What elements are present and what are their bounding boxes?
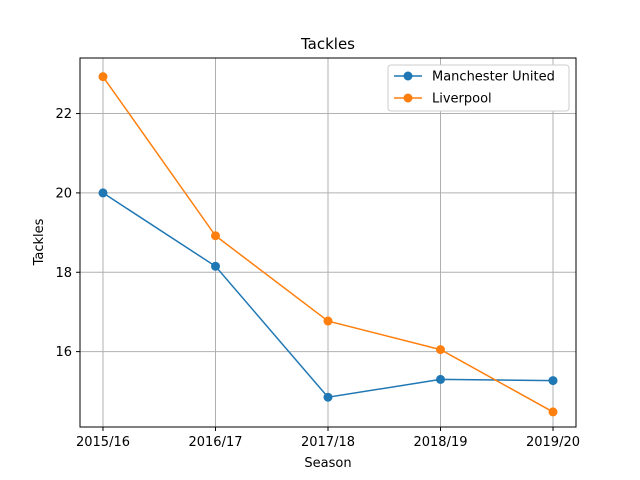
data-point: [98, 72, 108, 82]
x-tick-label: 2018/19: [413, 435, 467, 450]
legend-item: Liverpool: [394, 92, 492, 107]
data-point: [436, 374, 445, 384]
legend-marker: [403, 93, 413, 103]
series-layer: [98, 72, 558, 417]
chart-title: Tackles: [300, 35, 355, 53]
y-axis-ticks: 16 18 20 22: [55, 107, 80, 360]
legend-label: Liverpool: [432, 92, 492, 107]
data-point: [548, 407, 558, 417]
data-point: [323, 392, 333, 402]
x-axis-ticks: 2015/16 2016/17 2017/18 2018/19 2019/20: [76, 427, 580, 450]
x-tick-label: 2017/18: [301, 435, 355, 450]
legend-box: [387, 64, 570, 112]
legend-item: Manchester United: [394, 70, 555, 85]
data-point: [436, 345, 445, 355]
data-point: [211, 231, 220, 241]
x-tick-label: 2019/20: [526, 435, 580, 450]
series-0: [98, 188, 558, 402]
data-point: [548, 376, 558, 386]
y-tick-label: 22: [55, 107, 72, 122]
x-axis-title: Season: [304, 456, 351, 471]
y-axis-title: Tackles: [32, 218, 47, 266]
data-point: [98, 188, 108, 198]
grid-lines: [80, 58, 576, 427]
x-tick-label: 2016/17: [188, 435, 242, 450]
legend-marker: [403, 71, 413, 81]
data-point: [323, 316, 333, 326]
y-tick-label: 18: [55, 266, 72, 281]
legend-label: Manchester United: [432, 70, 555, 85]
legend: Manchester United Liverpool: [387, 64, 570, 112]
data-point: [211, 261, 220, 271]
series-1: [98, 72, 558, 417]
y-tick-label: 16: [55, 345, 72, 360]
y-tick-label: 20: [55, 186, 72, 201]
x-tick-label: 2015/16: [76, 435, 130, 450]
